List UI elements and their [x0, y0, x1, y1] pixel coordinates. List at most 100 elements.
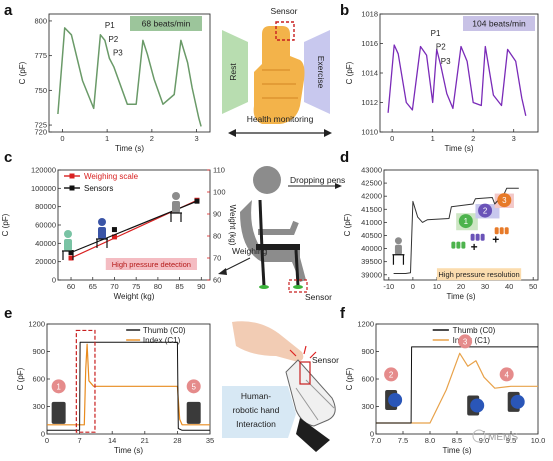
data-point [111, 234, 117, 240]
plus-icon: + [471, 240, 478, 254]
peak-label: P1 [105, 21, 115, 30]
y-right-axis-label: Weight (kg) [228, 205, 237, 246]
x-tick-label: 20 [457, 282, 465, 291]
panel-label-f: f [340, 305, 346, 322]
interaction-label-line-1: Human- [241, 391, 271, 401]
dropping-pens-label: Dropping pens [290, 175, 345, 185]
y-right-tick-label: 60 [213, 276, 221, 285]
x-axis-label: Time (s) [114, 446, 143, 455]
data-point [111, 227, 117, 233]
robotic-finger-icon [285, 359, 336, 427]
step-3-label: 3 [463, 337, 468, 346]
heartbeat-line-b [387, 44, 527, 116]
y-tick-label: 42500 [361, 179, 382, 188]
data-point [68, 250, 74, 255]
y-tick-label: 80000 [35, 202, 56, 211]
y-tick-label: 1016 [361, 39, 378, 48]
x-tick-label: 14 [108, 436, 116, 445]
y-axis-label: C (pF) [18, 61, 27, 84]
chair-seat-icon [256, 244, 300, 250]
y-right-tick-label: 110 [213, 166, 225, 175]
y-tick-label: 725 [34, 121, 47, 130]
y-tick-label: 20000 [35, 257, 56, 266]
legend-marker [69, 185, 75, 191]
step-2-label: 2 [389, 370, 394, 379]
y-tick-label: 0 [41, 430, 45, 439]
y-right-tick-label: 80 [213, 232, 221, 241]
thumb-line-f [376, 346, 538, 424]
x-axis-label: Time (s) [444, 144, 473, 153]
panel-label-d: d [340, 149, 349, 166]
pen-icon [504, 227, 509, 235]
x-tick-label: 35 [206, 436, 214, 445]
x-tick-label: 70 [110, 282, 118, 291]
seated-person-diagram: Sensor Dropping pens Weighing [218, 166, 345, 302]
x-tick-label: 0 [60, 134, 64, 143]
seated-person-icon [64, 230, 72, 238]
exercise-label: Exercise [316, 56, 326, 89]
x-tick-label: 9.0 [479, 436, 489, 445]
chair-leg-icon [260, 249, 266, 287]
pressure-line-d [393, 187, 519, 274]
y-right-tick-label: 100 [213, 188, 226, 197]
human-hand-icon [232, 321, 304, 362]
x-axis-label: Time (s) [442, 446, 471, 455]
arrow-right-icon [324, 129, 332, 137]
pen-icon [456, 241, 461, 249]
x-tick-label: 2 [150, 134, 154, 143]
y-tick-label: 300 [32, 402, 45, 411]
y-tick-label: 40500 [361, 231, 382, 240]
panel-c: 60 65 70 75 80 85 90 0 20000 40000 60000 80000 10000… [1, 166, 237, 302]
y-tick-label: 750 [34, 86, 47, 95]
y-tick-label: 41500 [361, 205, 382, 214]
robotic-interaction-diagram: Sensor Human- robotic hand Interaction [222, 321, 339, 452]
panel-label-c: c [4, 149, 12, 166]
seated-person-icon [394, 237, 402, 245]
x-tick-label: 80 [154, 282, 162, 291]
y-tick-label: 900 [32, 347, 45, 356]
rest-arrow-shape [222, 30, 248, 114]
annotation-label: High pressure detection [112, 260, 191, 269]
badge-b-label: 104 beats/min [472, 19, 526, 29]
x-tick-label: 7 [78, 436, 82, 445]
y-axis-label: C (pF) [345, 367, 354, 390]
panel-b: 0 1 2 3 1010 1012 1014 1016 1018 Time (s) C (pF) 10… [345, 10, 539, 153]
x-tick-label: 10.0 [531, 436, 546, 445]
health-monitoring-label: Health monitoring [247, 114, 314, 124]
hand-health-diagram: Rest Exercise Sensor Health monitoring [222, 6, 332, 137]
y-tick-label: 1012 [361, 98, 378, 107]
x-tick-label: 8.5 [452, 436, 462, 445]
pen-icon [461, 241, 466, 249]
x-tick-label: 40 [505, 282, 513, 291]
peak-label: P1 [431, 29, 441, 38]
y-axis-label: C (pF) [343, 213, 352, 236]
y-tick-label: 1014 [361, 69, 378, 78]
plus-icon: + [492, 232, 499, 246]
person-arm-icon [258, 220, 299, 235]
y-tick-label: 39000 [361, 270, 382, 279]
peak-label: P2 [108, 35, 118, 44]
seated-person-icon [98, 227, 106, 239]
finger-joint-lines [295, 379, 335, 421]
plot-frame [379, 13, 539, 133]
index-line-e [47, 343, 210, 426]
y-axis-label: C (pF) [1, 213, 10, 236]
weighing-label: Weighing [232, 246, 268, 256]
watermark-text: MEMS [488, 432, 518, 443]
x-axis-label: Time (s) [115, 144, 144, 153]
x-tick-label: 21 [141, 436, 149, 445]
interaction-label-line-3: Interaction [236, 419, 276, 429]
panel-e: 0 7 14 21 28 35 0 300 600 900 1200 Time (s) C (pF) Th… [16, 320, 214, 456]
seated-person-icon [98, 218, 106, 226]
chair-leg-icon [294, 249, 300, 287]
pen-icon [494, 227, 499, 235]
step-3-circle [458, 334, 473, 349]
legend-marker [69, 173, 75, 179]
sensor-label-e: Sensor [312, 355, 339, 365]
step-3-label: 3 [502, 196, 507, 205]
step-5-label: 5 [191, 382, 196, 391]
y-tick-label: 43000 [361, 166, 382, 175]
x-tick-label: 3 [194, 134, 198, 143]
y-tick-label: 600 [32, 375, 45, 384]
x-tick-label: 0 [411, 282, 415, 291]
